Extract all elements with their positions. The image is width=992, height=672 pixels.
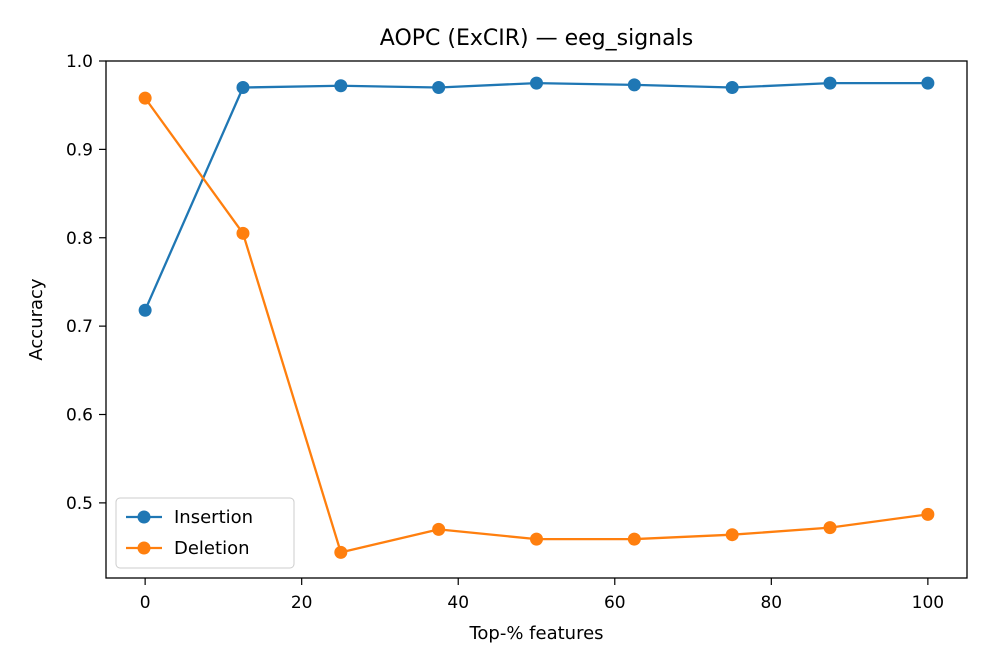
data-point-deletion bbox=[627, 532, 641, 546]
data-point-insertion bbox=[921, 76, 935, 90]
x-axis-ticks: 0 20 40 60 80 100 bbox=[140, 578, 944, 613]
data-point-deletion bbox=[530, 532, 543, 546]
data-point-insertion bbox=[530, 76, 543, 90]
legend-frame bbox=[115, 497, 295, 569]
y-tick-label: 0.5 bbox=[66, 494, 93, 514]
legend-label-deletion: Deletion bbox=[174, 538, 250, 559]
x-tick-label: 60 bbox=[604, 593, 626, 613]
legend-entry-insertion: Insertion bbox=[126, 507, 253, 528]
y-tick-label: 0.8 bbox=[66, 229, 93, 249]
x-tick-label: 80 bbox=[760, 593, 782, 613]
data-point-insertion bbox=[627, 78, 641, 92]
data-point-insertion bbox=[823, 76, 837, 90]
data-point-deletion bbox=[921, 507, 935, 521]
series-layer bbox=[138, 76, 935, 559]
legend-marker-insertion bbox=[137, 510, 151, 524]
y-axis-ticks: 0.5 0.6 0.7 0.8 0.9 1.0 bbox=[66, 52, 106, 514]
legend-marker-deletion bbox=[137, 541, 151, 555]
data-point-deletion bbox=[138, 91, 152, 105]
y-tick-label: 0.7 bbox=[66, 317, 93, 337]
data-point-insertion bbox=[236, 81, 250, 95]
y-tick-label: 1.0 bbox=[66, 52, 93, 72]
legend-label-insertion: Insertion bbox=[174, 507, 253, 528]
chart-title: AOPC (ExCIR) — eeg_signals bbox=[380, 26, 693, 51]
legend: Insertion Deletion bbox=[115, 497, 295, 569]
data-point-insertion bbox=[432, 81, 446, 95]
data-point-deletion bbox=[432, 522, 446, 536]
legend-entry-deletion: Deletion bbox=[126, 538, 250, 559]
x-tick-label: 40 bbox=[447, 593, 469, 613]
data-point-insertion bbox=[138, 303, 152, 317]
x-tick-label: 0 bbox=[140, 593, 151, 613]
x-tick-label: 20 bbox=[291, 593, 313, 613]
data-point-deletion bbox=[823, 521, 837, 535]
data-point-deletion bbox=[334, 545, 348, 559]
data-point-insertion bbox=[725, 81, 739, 95]
data-point-deletion bbox=[236, 226, 250, 240]
data-point-insertion bbox=[334, 79, 348, 93]
y-tick-label: 0.6 bbox=[66, 406, 93, 426]
x-axis-label: Top-% features bbox=[468, 623, 603, 644]
x-tick-label: 100 bbox=[912, 593, 944, 613]
y-axis-label: Accuracy bbox=[26, 278, 47, 361]
y-tick-label: 0.9 bbox=[66, 140, 93, 160]
data-point-deletion bbox=[725, 528, 739, 542]
plot-area-frame bbox=[105, 60, 968, 579]
